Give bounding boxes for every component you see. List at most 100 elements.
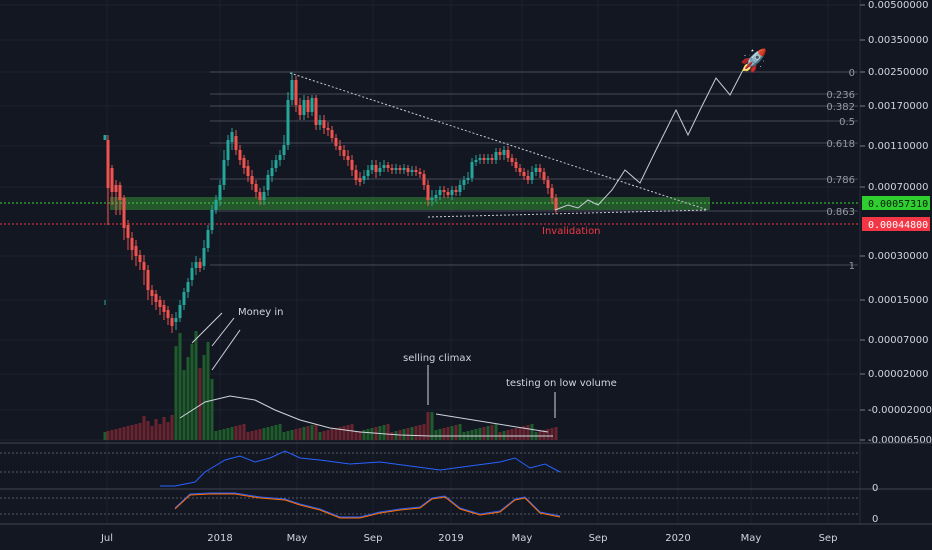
candle-body <box>538 168 542 172</box>
y-tick-label: -0.00002000 <box>868 405 932 416</box>
candle-body <box>478 158 482 160</box>
volume-bar <box>478 428 482 440</box>
y-tick-label: 0.00500000 <box>868 0 928 11</box>
candle-body <box>242 158 246 168</box>
candle-body <box>274 160 278 168</box>
candle-body <box>518 168 522 172</box>
candle-body <box>494 152 498 160</box>
candle-body <box>246 166 250 176</box>
volume-bar <box>202 355 206 440</box>
volume-bar <box>358 431 362 440</box>
candle-body <box>314 98 318 125</box>
candle-body <box>366 170 370 176</box>
volume-bar <box>510 429 514 440</box>
invalidation-label: Invalidation <box>542 226 601 237</box>
candle-body <box>254 184 258 192</box>
candle-body <box>250 176 254 184</box>
time-axis[interactable]: Jul 2018 May Sep 2019 May Sep 2020 May Sep <box>100 533 837 544</box>
volume-bar <box>170 415 174 440</box>
candle-body <box>358 178 362 182</box>
candle-body <box>486 158 490 160</box>
volume-bar <box>114 429 118 440</box>
volume-bar <box>426 412 430 440</box>
volume-bar <box>306 426 310 440</box>
lower-trendline <box>427 209 709 218</box>
candle-body <box>546 180 550 188</box>
candle-body <box>526 176 530 180</box>
candle-body <box>282 145 286 155</box>
candle-body <box>278 155 282 160</box>
candle-body <box>442 190 446 192</box>
candle-body <box>162 305 166 312</box>
candle-body <box>374 165 378 172</box>
volume-bar <box>218 430 222 440</box>
volume-bar <box>382 425 386 440</box>
volume-bar <box>150 426 154 440</box>
candle-body <box>462 180 466 185</box>
candle-body <box>190 268 194 280</box>
volume-bar <box>138 423 142 440</box>
candle-body <box>394 168 398 170</box>
fib-label: 0.618 <box>826 139 855 150</box>
candle-body <box>218 185 222 200</box>
volume-bar <box>286 431 290 440</box>
volume-bar <box>262 428 266 440</box>
y-tick-label: -0.00006500 <box>868 435 932 446</box>
volume-bar <box>274 425 278 440</box>
candle-body <box>506 150 510 158</box>
fib-label: 0.5 <box>839 117 855 128</box>
y-tick-label: 0.00015000 <box>868 295 928 306</box>
volume-bar <box>326 430 330 440</box>
candle-body <box>238 150 242 160</box>
money-in-label: Money in <box>238 307 283 318</box>
volume-bar <box>134 424 138 440</box>
candle-body <box>154 294 158 302</box>
candle-body <box>194 262 198 268</box>
price-axis[interactable]: 0.00500000 0.00350000 0.00250000 0.00170000… <box>860 0 932 446</box>
candle-body <box>550 188 554 198</box>
candle-body <box>106 140 110 188</box>
volume-bar <box>166 422 170 440</box>
candle-body <box>134 246 138 256</box>
x-tick-label: Jul <box>100 533 113 544</box>
volume-bar <box>190 344 194 440</box>
candle-body <box>186 282 190 292</box>
volume-bar <box>438 429 442 440</box>
candle-body <box>174 318 178 322</box>
x-tick-label: Sep <box>819 533 838 544</box>
volume-bar <box>546 429 550 440</box>
volume-bar <box>222 429 226 440</box>
candle-body <box>386 165 390 168</box>
candle-body <box>342 150 346 156</box>
candle-body <box>418 172 422 174</box>
volume-bar <box>490 425 494 440</box>
x-tick-label: Sep <box>589 533 608 544</box>
candle-body <box>542 172 546 180</box>
candle-body <box>502 150 506 155</box>
volume-bar <box>130 425 134 440</box>
indicator-pane-2: 0 <box>0 492 878 525</box>
candle-body <box>466 178 470 180</box>
volume-bar <box>158 424 162 440</box>
y-tick-label: 0.00030000 <box>868 251 928 262</box>
volume-bar <box>246 432 250 440</box>
candle-body <box>170 318 174 326</box>
volume-bar <box>554 427 558 440</box>
y-tick-label: 0.00170000 <box>868 101 928 112</box>
candle-body <box>290 80 294 100</box>
candle-body <box>166 310 170 318</box>
volume-bar <box>126 426 130 440</box>
candle-body <box>146 270 150 290</box>
volume-bar <box>290 430 294 440</box>
candle-body <box>286 100 290 145</box>
volume-bar <box>174 346 178 440</box>
volume-bar <box>234 426 238 440</box>
volume-bar <box>298 428 302 440</box>
volume-bar <box>526 425 530 440</box>
rocket-icon: 🚀 <box>740 48 767 74</box>
indicator2-zero: 0 <box>872 514 878 525</box>
candle-body <box>534 168 538 172</box>
volume-ma-line <box>179 395 553 437</box>
y-tick-label: 0.00007000 <box>868 335 928 346</box>
